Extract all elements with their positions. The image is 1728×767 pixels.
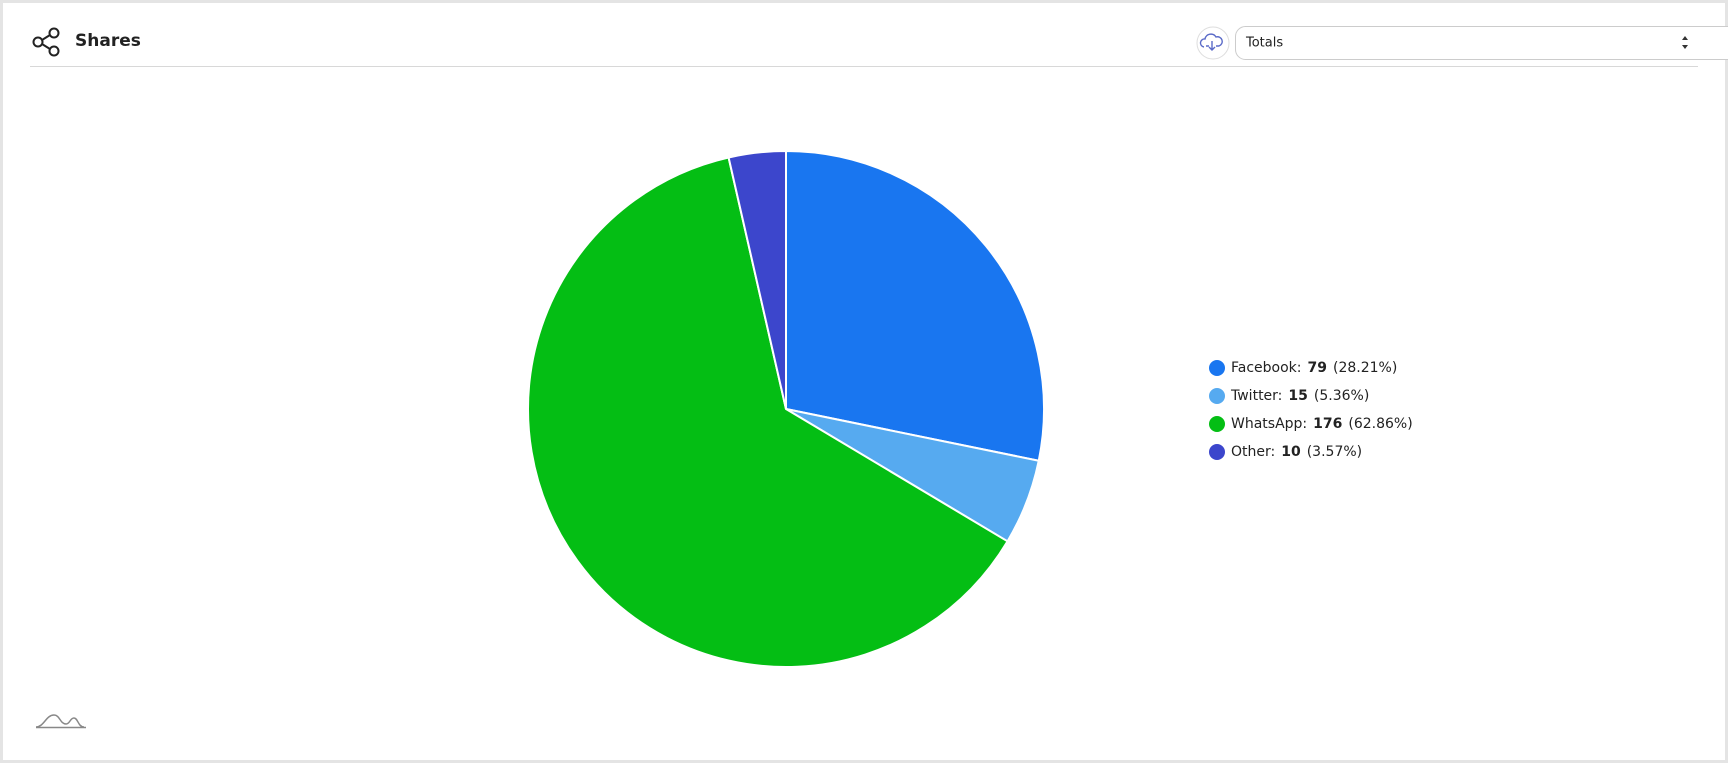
legend-value: 79 bbox=[1308, 360, 1327, 376]
legend-marker bbox=[1209, 388, 1225, 404]
period-select-value: Totals bbox=[1245, 36, 1283, 51]
legend-label: WhatsApp: 176 (62.86%) bbox=[1231, 416, 1413, 432]
chart-title: Shares bbox=[75, 31, 141, 51]
legend-name: Other: bbox=[1231, 444, 1275, 460]
legend-value: 15 bbox=[1288, 388, 1307, 404]
legend-value: 10 bbox=[1281, 444, 1301, 460]
legend-label: Other: 10 (3.57%) bbox=[1231, 444, 1362, 460]
legend-name: Twitter: bbox=[1230, 388, 1282, 404]
legend-percent: (5.36%) bbox=[1314, 388, 1369, 404]
legend-percent: (62.86%) bbox=[1348, 416, 1412, 432]
legend-label: Twitter: 15 (5.36%) bbox=[1230, 388, 1369, 404]
legend-percent: (3.57%) bbox=[1307, 444, 1362, 460]
legend-label: Facebook: 79 (28.21%) bbox=[1231, 360, 1397, 376]
legend-value: 176 bbox=[1313, 416, 1342, 432]
legend-percent: (28.21%) bbox=[1333, 360, 1397, 376]
download-button[interactable] bbox=[1197, 27, 1229, 59]
legend-marker bbox=[1209, 444, 1225, 460]
legend-name: Facebook: bbox=[1231, 360, 1302, 376]
legend-marker bbox=[1209, 416, 1225, 432]
legend-name: WhatsApp: bbox=[1231, 416, 1307, 432]
period-select[interactable]: Totals bbox=[1236, 27, 1728, 60]
legend-marker bbox=[1209, 360, 1225, 376]
pie bbox=[528, 151, 1044, 667]
